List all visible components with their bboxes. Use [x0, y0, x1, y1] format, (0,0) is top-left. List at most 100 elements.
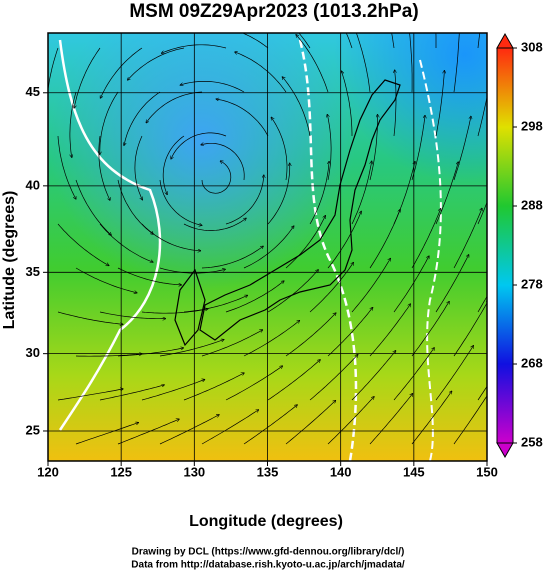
streamline: [309, 263, 353, 313]
streamline: [453, 208, 482, 269]
x-tick-label: 150: [476, 464, 498, 479]
x-axis-label: Longitude (degrees): [189, 513, 343, 530]
streamline: [267, 360, 320, 401]
streamline: [327, 211, 361, 269]
streamline: [327, 308, 373, 357]
credit-line: Drawing by DCL (https://www.gfd-dennou.o…: [132, 547, 405, 558]
streamline: [117, 419, 179, 445]
streamline: [99, 223, 153, 262]
streamline: [369, 394, 413, 445]
streamline: [391, 33, 395, 49]
y-tick-label: 25: [26, 422, 40, 437]
streamline: [74, 47, 101, 108]
streamline: [243, 321, 300, 357]
streamline: [411, 115, 425, 181]
colorbar-tick-label: 258: [521, 434, 543, 449]
streamline: [267, 163, 290, 225]
streamline: [453, 33, 460, 93]
x-tick-label: 145: [403, 464, 425, 479]
streamline: [75, 354, 142, 357]
streamline: [162, 135, 185, 195]
x-tick-label: 125: [110, 464, 132, 479]
axes: 120 125 130 135 140 145 150 25 30 35 40 45 258 268 278…: [26, 32, 543, 479]
streamline: [285, 313, 336, 357]
colorbar-tick-label: 298: [521, 118, 543, 133]
streamline: [128, 47, 185, 80]
streamline: [394, 70, 396, 137]
streamline: [134, 135, 143, 200]
colorbar: [496, 47, 514, 444]
streamline: [75, 423, 138, 445]
streamline: [57, 389, 123, 401]
y-tick-label: 45: [26, 84, 40, 99]
streamline: [141, 309, 208, 314]
streamline: [411, 209, 441, 269]
streamline: [309, 161, 329, 225]
colorbar-extend-bottom: [496, 442, 514, 459]
streamline: [235, 52, 287, 93]
streamline: [477, 33, 481, 49]
streamline: [453, 116, 471, 181]
streamline: [435, 162, 458, 225]
streamline: [393, 348, 434, 401]
streamline: [201, 330, 263, 357]
x-tick-label: 140: [330, 464, 352, 479]
streamline: [99, 311, 166, 319]
streamline: [285, 401, 336, 445]
streamline: [171, 132, 227, 159]
streamline: [296, 35, 329, 93]
colorbar-extend-top: [496, 32, 514, 49]
streamline: [393, 162, 415, 225]
streamline: [216, 99, 269, 137]
streamline: [98, 135, 110, 200]
streamline: [351, 351, 396, 401]
coastline: [174, 268, 206, 347]
streamline: [48, 47, 59, 113]
streamline: [201, 161, 232, 194]
streamline: [241, 33, 269, 49]
streamline: [282, 77, 311, 137]
streamline: [99, 385, 164, 401]
x-tick-label: 130: [183, 464, 205, 479]
streamline: [327, 115, 332, 181]
streamline: [369, 115, 378, 181]
streamline: [75, 267, 137, 293]
streamline: [309, 355, 358, 401]
streamline: [124, 91, 161, 145]
streamline: [351, 161, 372, 225]
streamline: [201, 246, 263, 269]
streamline: [57, 223, 109, 266]
streamline: [162, 44, 227, 54]
streamline: [146, 91, 203, 123]
x-tick-label: 135: [257, 464, 279, 479]
streamline: [180, 80, 245, 93]
streamline: [411, 302, 449, 357]
streamline: [159, 179, 202, 225]
streamline: [351, 258, 390, 313]
streamline: [369, 304, 410, 357]
streamline: [409, 33, 413, 93]
streamline: [225, 281, 284, 313]
streamline: [243, 405, 297, 445]
streamline: [271, 117, 288, 181]
streamline: [435, 71, 444, 137]
streamline: [327, 397, 374, 445]
streamlines: [48, 33, 487, 445]
colorbar-tick-label: 278: [521, 276, 543, 291]
chart-title: MSM 09Z29Apr2023 (1013.2hPa): [129, 1, 418, 22]
colorbar-tick-label: 268: [521, 355, 543, 370]
streamline: [159, 340, 224, 357]
x-tick-label: 120: [37, 464, 59, 479]
streamline: [201, 143, 245, 181]
plot-frame: [47, 32, 488, 462]
streamline: [285, 216, 325, 269]
streamline: [298, 33, 311, 49]
streamline: [477, 201, 487, 225]
isotherm: [298, 39, 358, 461]
isotherm: [419, 59, 442, 461]
streamline: [159, 267, 225, 274]
coastline: [199, 79, 401, 341]
streamline: [201, 410, 259, 445]
streamline: [435, 33, 437, 48]
y-tick-label: 35: [26, 264, 40, 279]
